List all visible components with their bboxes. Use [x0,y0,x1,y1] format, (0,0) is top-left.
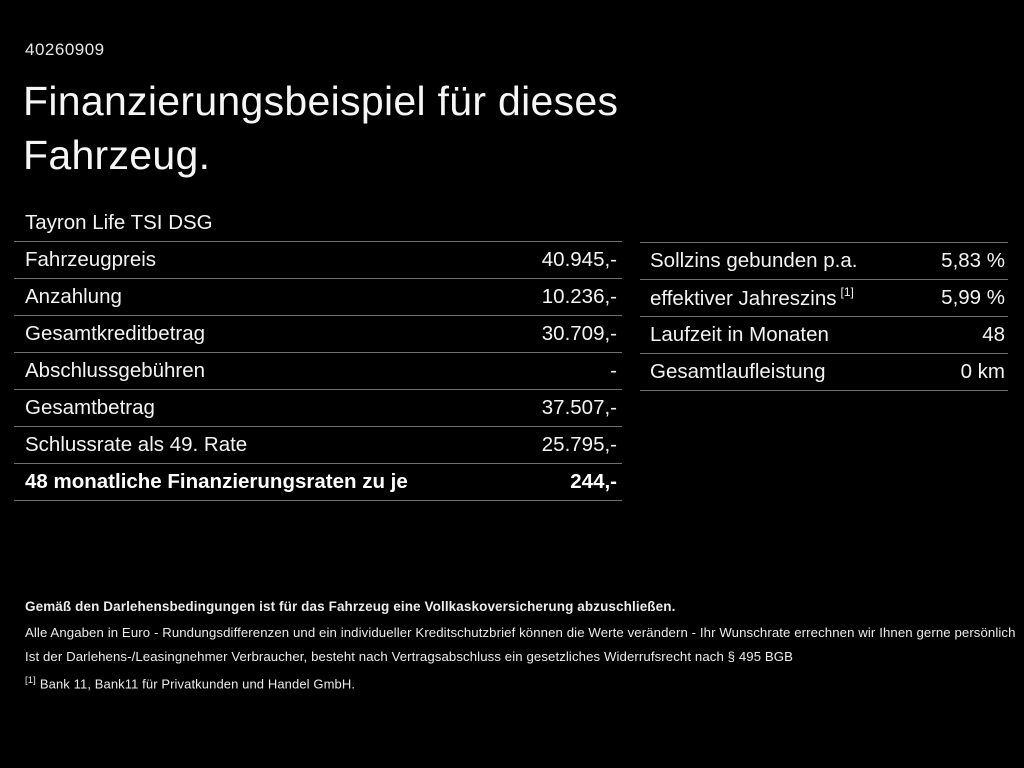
row-label: Laufzeit in Monaten [650,323,829,346]
row-label: Anzahlung [25,285,122,308]
row-value: 30.709,- [541,322,617,345]
row-label: Gesamtbetrag [25,396,155,419]
row-label-text: effektiver Jahreszins [650,286,837,310]
row-value: - [610,359,617,382]
row-label: Gesamtlaufleistung [650,360,826,383]
conditions-table: Sollzins gebunden p.a. 5,83 % effektiver… [640,242,1008,391]
footnote-ref: [1] [840,284,854,299]
row-label: Sollzins gebunden p.a. [650,249,858,272]
row-label: effektiver Jahreszins [1] [650,284,854,311]
row-value: 5,99 % [941,286,1005,309]
table-row-gesamtlaufleistung: Gesamtlaufleistung 0 km [640,354,1008,391]
row-label: Fahrzeugpreis [25,248,157,271]
table-row-gesamtbetrag: Gesamtbetrag 37.507,- [14,390,622,427]
table-row-gesamtkreditbetrag: Gesamtkreditbetrag 30.709,- [14,316,622,353]
table-row-anzahlung: Anzahlung 10.236,- [14,279,622,316]
footer: Gemäß den Darlehensbedingungen ist für d… [25,599,1016,701]
row-value: 244,- [570,470,617,493]
row-value: 0 km [960,360,1005,383]
footnote-text: Bank 11, Bank11 für Privatkunden und Han… [39,676,356,692]
row-value: 10.236,- [541,285,617,308]
vehicle-model: Tayron Life TSI DSG [25,211,213,234]
row-value: 48 [982,323,1005,346]
table-row-monatsrate: 48 monatliche Finanzierungsraten zu je 2… [14,464,622,501]
row-label: Schlussrate als 49. Rate [25,433,248,456]
table-row-abschlussgebuehren: Abschlussgebühren - [14,353,622,390]
row-value: 25.795,- [541,433,617,456]
footnote-marker: [1] [25,675,36,686]
page-title: Finanzierungsbeispiel für dieses Fahrzeug… [23,74,618,182]
table-row-laufzeit: Laufzeit in Monaten 48 [640,317,1008,354]
vehicle-model-row: Tayron Life TSI DSG [14,205,622,242]
table-row-effektiver-jahreszins: effektiver Jahreszins [1] 5,99 % [640,280,1008,317]
table-row-schlussrate: Schlussrate als 49. Rate 25.795,- [14,427,622,464]
table-row-sollzins: Sollzins gebunden p.a. 5,83 % [640,243,1008,280]
page-title-line-1: Finanzierungsbeispiel für dieses [23,78,619,124]
finance-table: Tayron Life TSI DSG Fahrzeugpreis 40.945… [14,205,622,501]
row-value: 37.507,- [541,396,617,419]
footer-disclaimer-1: Alle Angaben in Euro - Rundungsdifferenz… [25,625,1016,640]
footer-disclaimer-2: Ist der Darlehens-/Leasingnehmer Verbrau… [25,649,794,664]
footer-footnote: [1] Bank 11, Bank11 für Privatkunden und … [25,673,1016,692]
page-title-line-2: Fahrzeug. [23,132,211,178]
table-row-fahrzeugpreis: Fahrzeugpreis 40.945,- [14,242,622,279]
row-label: Abschlussgebühren [25,359,206,382]
row-value: 5,83 % [941,249,1005,272]
row-label: Gesamtkreditbetrag [25,322,206,345]
row-value: 40.945,- [541,248,617,271]
row-label: 48 monatliche Finanzierungsraten zu je [25,470,408,493]
footer-insurance-note: Gemäß den Darlehensbedingungen ist für d… [25,599,676,614]
document-id: 40260909 [25,40,105,59]
